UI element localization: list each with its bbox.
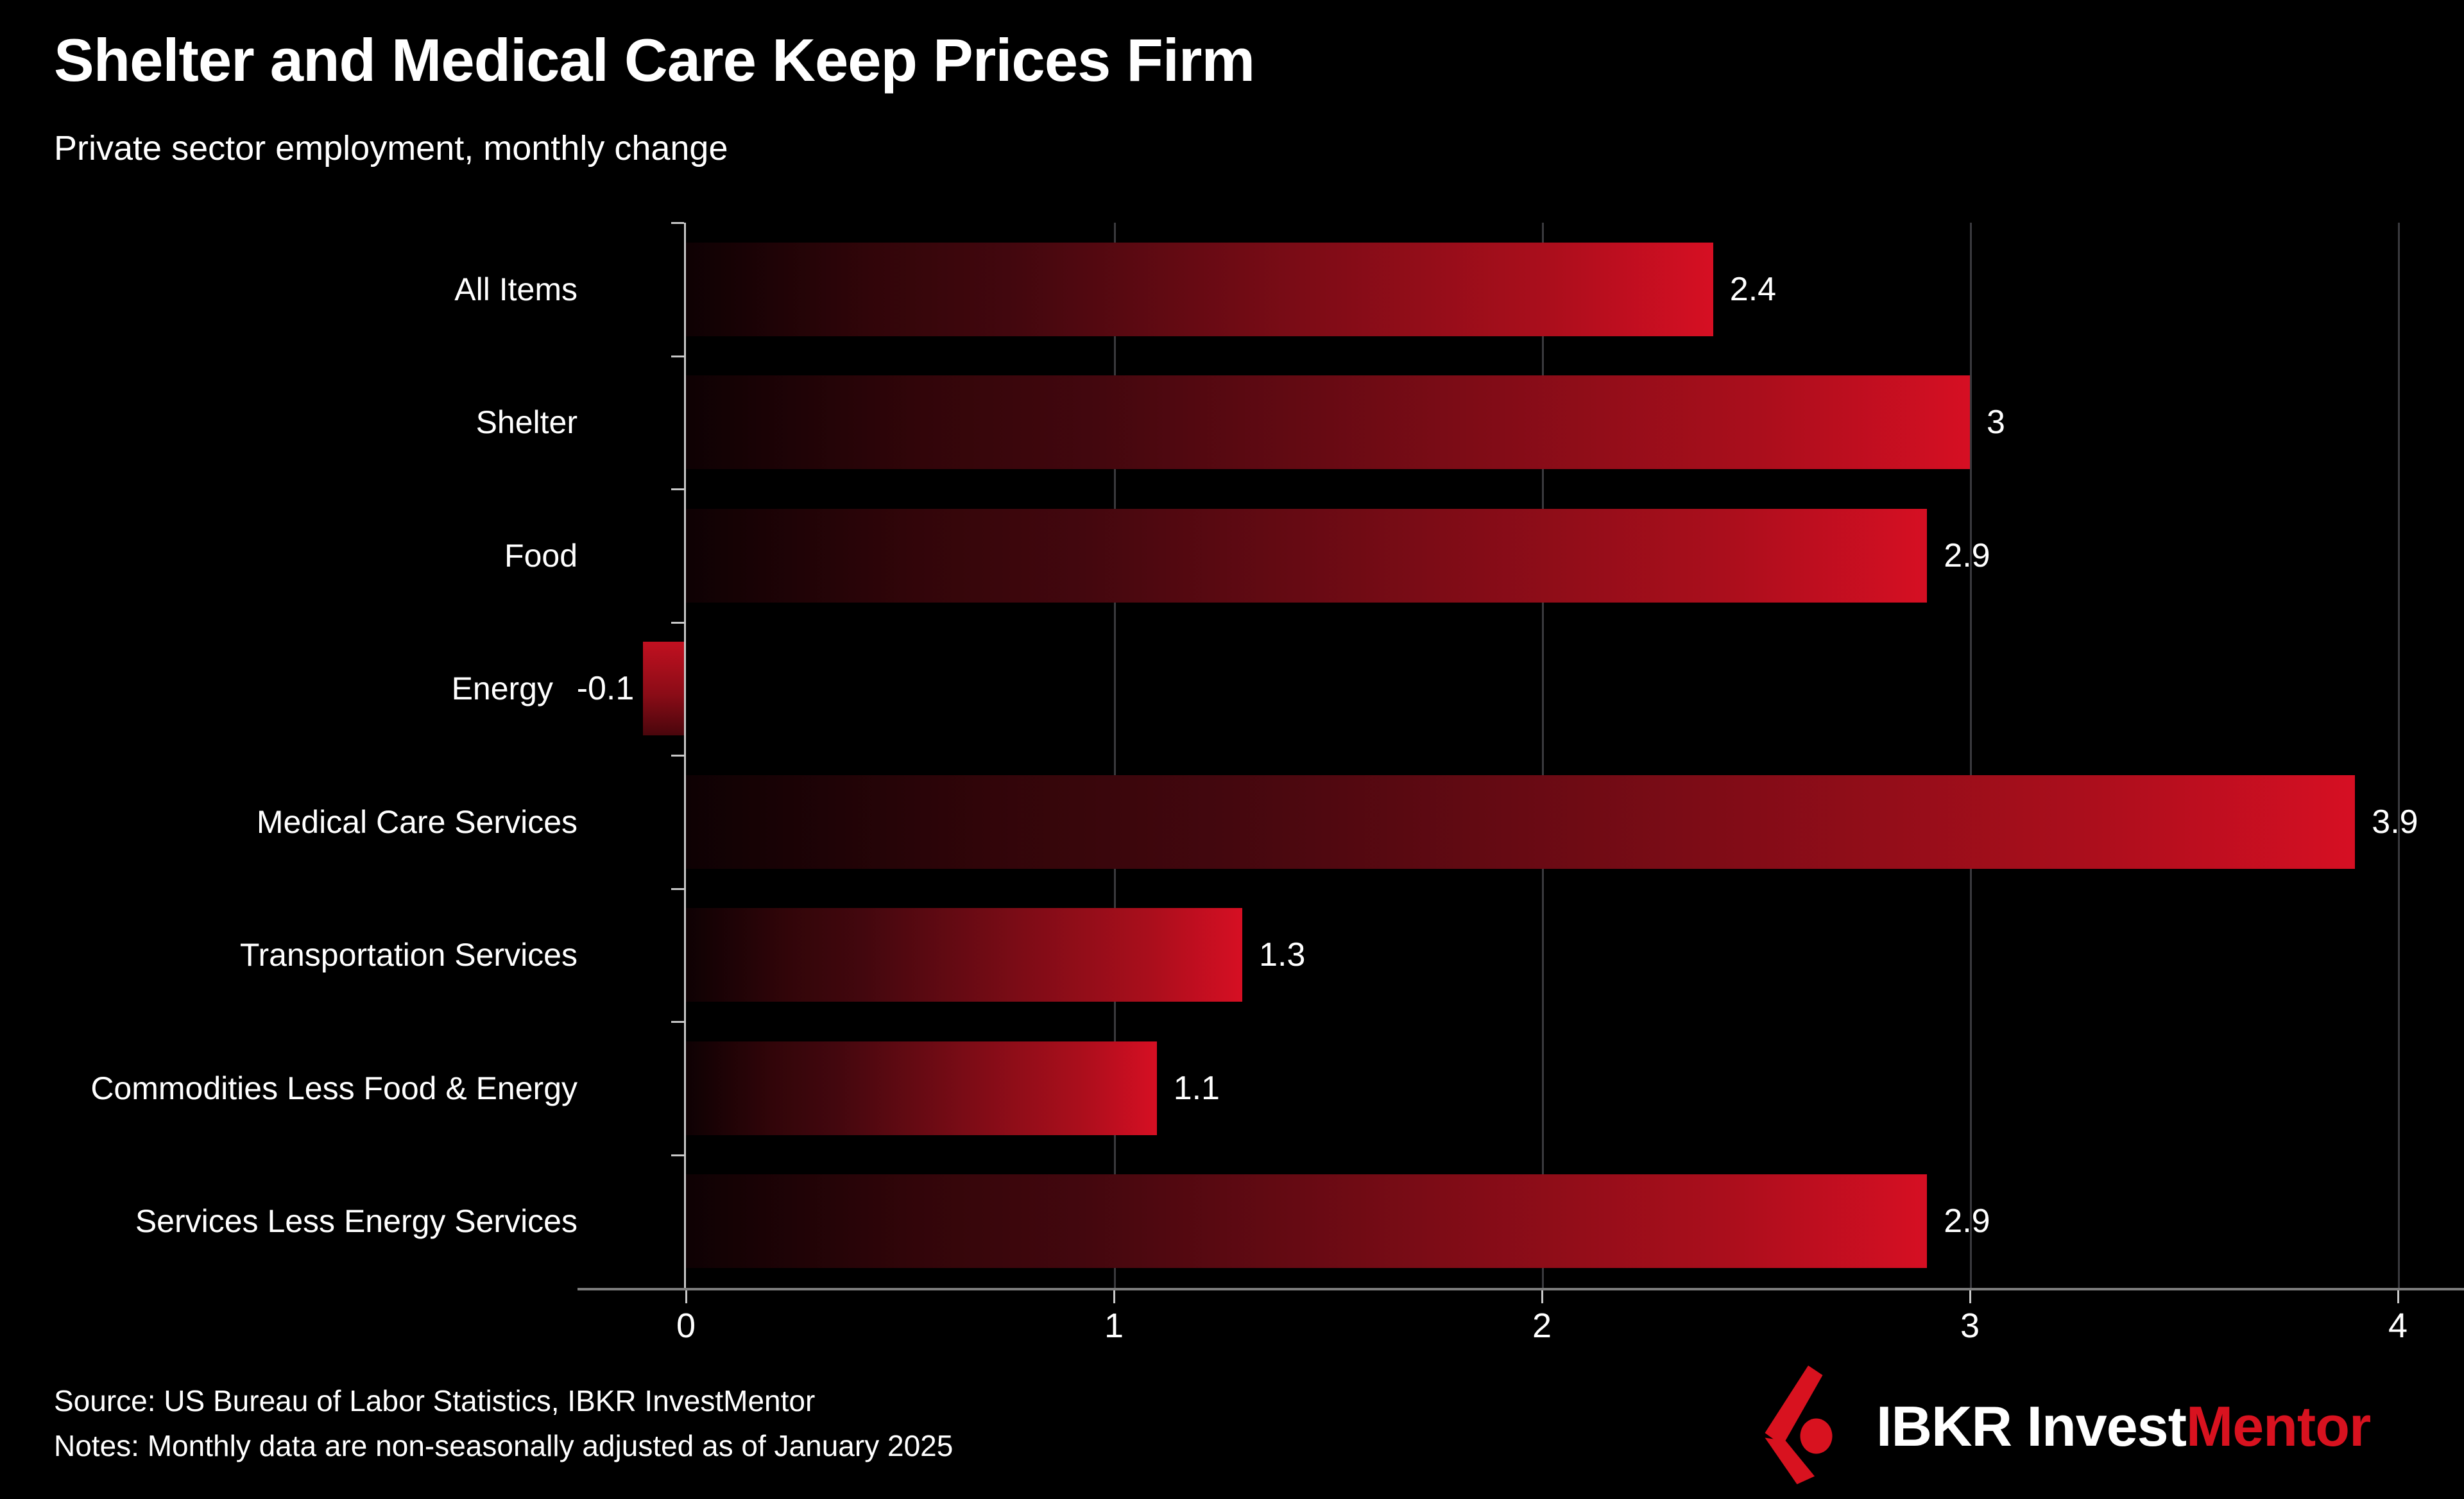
value-label: 3.9	[2372, 803, 2418, 841]
ibkr-investmentor-logo: IBKR InvestMentor	[1763, 1359, 2371, 1494]
value-label: 1.1	[1173, 1069, 1220, 1107]
bar-commodities-less-food-energy	[686, 1041, 1157, 1135]
logo-text-red: Mentor	[2186, 1394, 2371, 1458]
category-label: Medical Care Services	[256, 803, 578, 840]
value-label: 1.3	[1259, 936, 1306, 974]
source-text: Source: US Bureau of Labor Statistics, I…	[54, 1384, 816, 1418]
y-axis-tick	[671, 355, 684, 357]
bar-shelter	[686, 375, 1970, 470]
ibkr-mark-icon	[1765, 1366, 1833, 1484]
logo-text-white: IBKR Invest	[1876, 1394, 2187, 1458]
gridline-x1	[1114, 223, 1116, 1288]
category-label: All Items	[454, 271, 578, 307]
y-axis-tick	[671, 887, 684, 890]
category-label: Commodities Less Food & Energy	[90, 1070, 578, 1106]
page-subtitle: Private sector employment, monthly chang…	[54, 129, 728, 167]
bar-food	[686, 508, 1928, 603]
x-axis-tick	[1969, 1290, 1971, 1303]
x-tick-label: 3	[1960, 1306, 1980, 1345]
value-label: 2.4	[1729, 270, 1777, 308]
y-axis-tick	[671, 621, 684, 624]
gridline-x3	[1970, 223, 1972, 1288]
category-label: Food	[504, 537, 578, 574]
category-label: Services Less Energy Services	[135, 1203, 578, 1240]
y-axis-tick	[671, 755, 684, 757]
x-axis-tick	[685, 1290, 687, 1303]
y-axis-tick	[671, 1021, 684, 1023]
notes-text: Notes: Monthly data are non-seasonally a…	[54, 1429, 954, 1462]
bar-energy	[643, 642, 686, 736]
category-label: Transportation Services	[239, 937, 578, 973]
x-tick-label: 0	[676, 1306, 696, 1345]
value-label: 2.9	[1944, 536, 1990, 574]
page-title: Shelter and Medical Care Keep Prices Fir…	[54, 26, 1255, 94]
gridline-x2	[1542, 223, 1544, 1288]
bar-services-less-energy-services	[686, 1174, 1928, 1269]
gridline-x4	[2398, 223, 2400, 1288]
x-axis-line	[578, 1288, 2464, 1290]
category-label: Shelter	[475, 404, 578, 441]
x-axis-tick	[2397, 1290, 2399, 1303]
y-axis-tick	[671, 222, 684, 224]
x-axis-tick	[1113, 1290, 1115, 1303]
value-label: 3	[1987, 404, 2005, 441]
bar-all-items	[686, 242, 1713, 336]
bar-medical-care-services	[686, 775, 2356, 869]
category-label: Energy	[451, 671, 553, 707]
value-label: 2.9	[1944, 1203, 1990, 1240]
x-tick-label: 2	[1532, 1306, 1552, 1345]
y-axis-tick	[671, 488, 684, 490]
y-axis-tick	[671, 1154, 684, 1156]
x-tick-label: 1	[1104, 1306, 1124, 1345]
y-axis-spine	[684, 223, 686, 1288]
x-tick-label: 4	[2388, 1306, 2408, 1345]
value-label: -0.1	[576, 670, 635, 708]
x-axis-tick	[1541, 1290, 1543, 1303]
bar-transportation-services	[686, 908, 1243, 1002]
logo-text: IBKR InvestMentor	[1876, 1394, 2371, 1459]
